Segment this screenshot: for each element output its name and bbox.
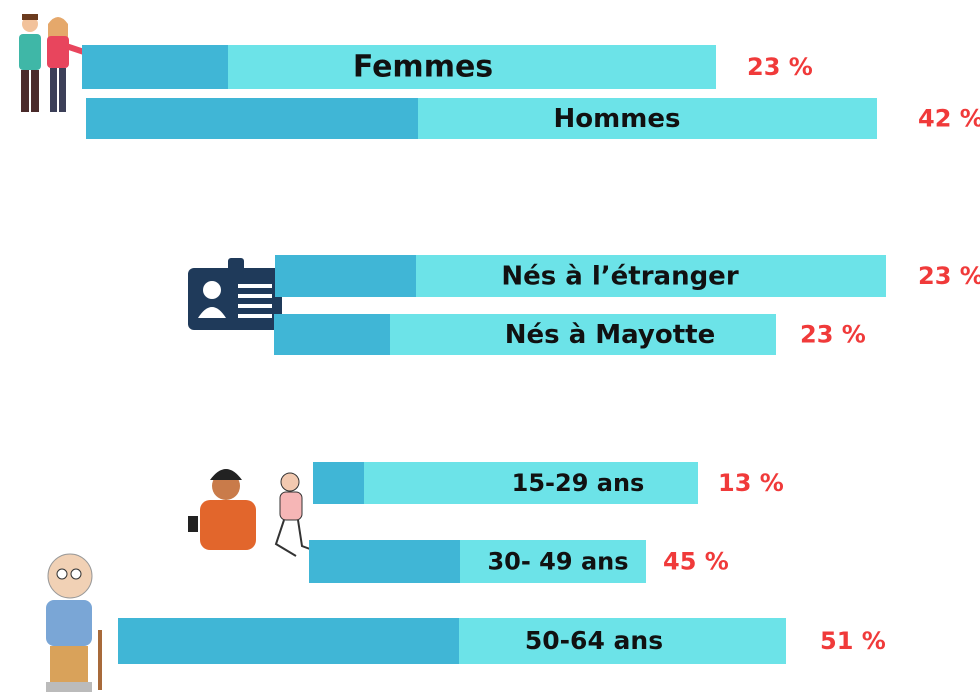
bar-label: 30- 49 ans [487,548,628,576]
value-label: 45 % [663,548,729,576]
bar-light [313,462,698,504]
bar-dark [274,314,390,355]
bar-dark [309,540,460,583]
bar-dark [86,98,418,139]
bar-dark [275,255,416,297]
bar-dark [313,462,364,504]
value-label: 42 % [918,105,980,133]
elderly-icon [46,553,102,692]
bar-label: Hommes [554,104,681,134]
young-people-icon [188,469,319,557]
bar-label: Nés à Mayotte [505,320,715,350]
value-label: 51 % [820,627,886,655]
bar-dark [118,618,459,664]
value-label: 13 % [718,469,784,497]
id-card-icon [188,258,282,330]
bar-label: Femmes [353,50,493,85]
bar-label: Nés à l’étranger [501,262,738,292]
bar-label: 15-29 ans [512,469,645,497]
couple-icon [19,14,91,112]
value-label: 23 % [747,53,813,81]
value-label: 23 % [800,321,866,349]
value-label: 23 % [918,262,980,290]
bar-dark [82,45,228,89]
bar-label: 50-64 ans [525,626,663,655]
